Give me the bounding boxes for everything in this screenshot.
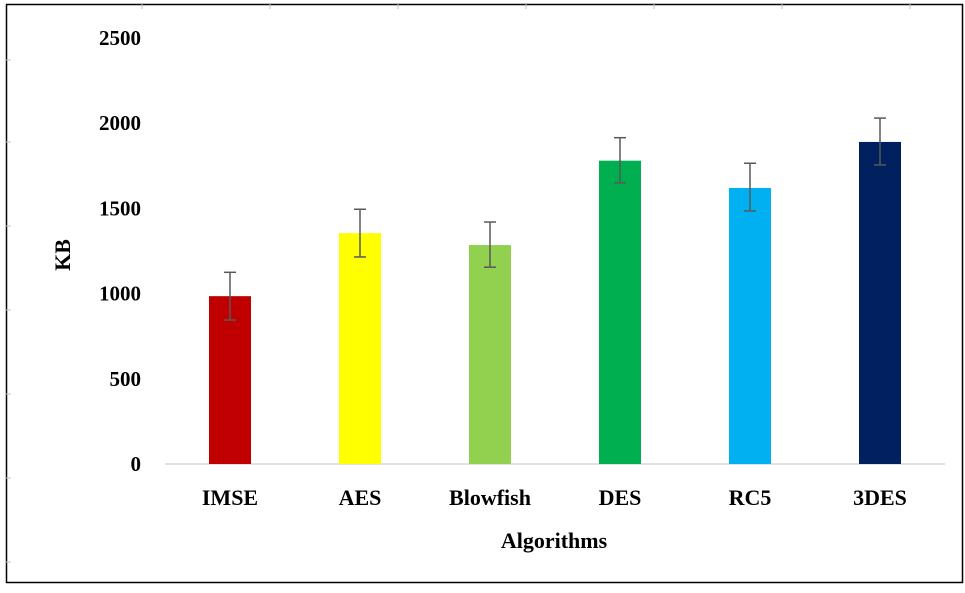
bar-aes — [339, 233, 381, 464]
y-tick-label: 2000 — [99, 111, 141, 135]
bar-des — [599, 160, 641, 465]
y-tick-label: 2500 — [99, 26, 141, 50]
bar-3des — [859, 141, 901, 464]
bars-group — [209, 141, 901, 465]
bar-rc5 — [729, 187, 771, 464]
x-tick-label: Blowfish — [449, 485, 531, 510]
y-tick-label: 1500 — [99, 196, 141, 220]
y-axis-title: KB — [50, 239, 75, 271]
error-bars-group — [224, 117, 886, 321]
error-bar-des — [614, 136, 626, 184]
error-bar-imse — [224, 271, 236, 321]
x-tick-label: DES — [599, 485, 642, 510]
y-tick-label: 0 — [131, 452, 142, 476]
frame-tick-marks — [6, 4, 911, 563]
bar-imse — [209, 296, 251, 464]
bar-blowfish — [469, 245, 511, 464]
y-tick-label: 500 — [110, 367, 142, 391]
error-bar-rc5 — [744, 162, 756, 212]
x-axis-title: Algorithms — [501, 528, 608, 553]
error-bar-aes — [354, 208, 366, 258]
x-tick-label: AES — [339, 485, 382, 510]
x-axis-labels: IMSE AES Blowfish DES RC5 3DES — [202, 485, 907, 510]
x-tick-label: 3DES — [853, 485, 907, 510]
error-bar-blowfish — [484, 221, 496, 268]
y-axis-ticks: 0 500 1000 1500 2000 2500 — [99, 26, 141, 476]
x-tick-label: RC5 — [729, 485, 772, 510]
y-tick-label: 1000 — [99, 282, 141, 306]
error-bar-3des — [874, 117, 886, 166]
x-tick-label: IMSE — [202, 485, 258, 510]
